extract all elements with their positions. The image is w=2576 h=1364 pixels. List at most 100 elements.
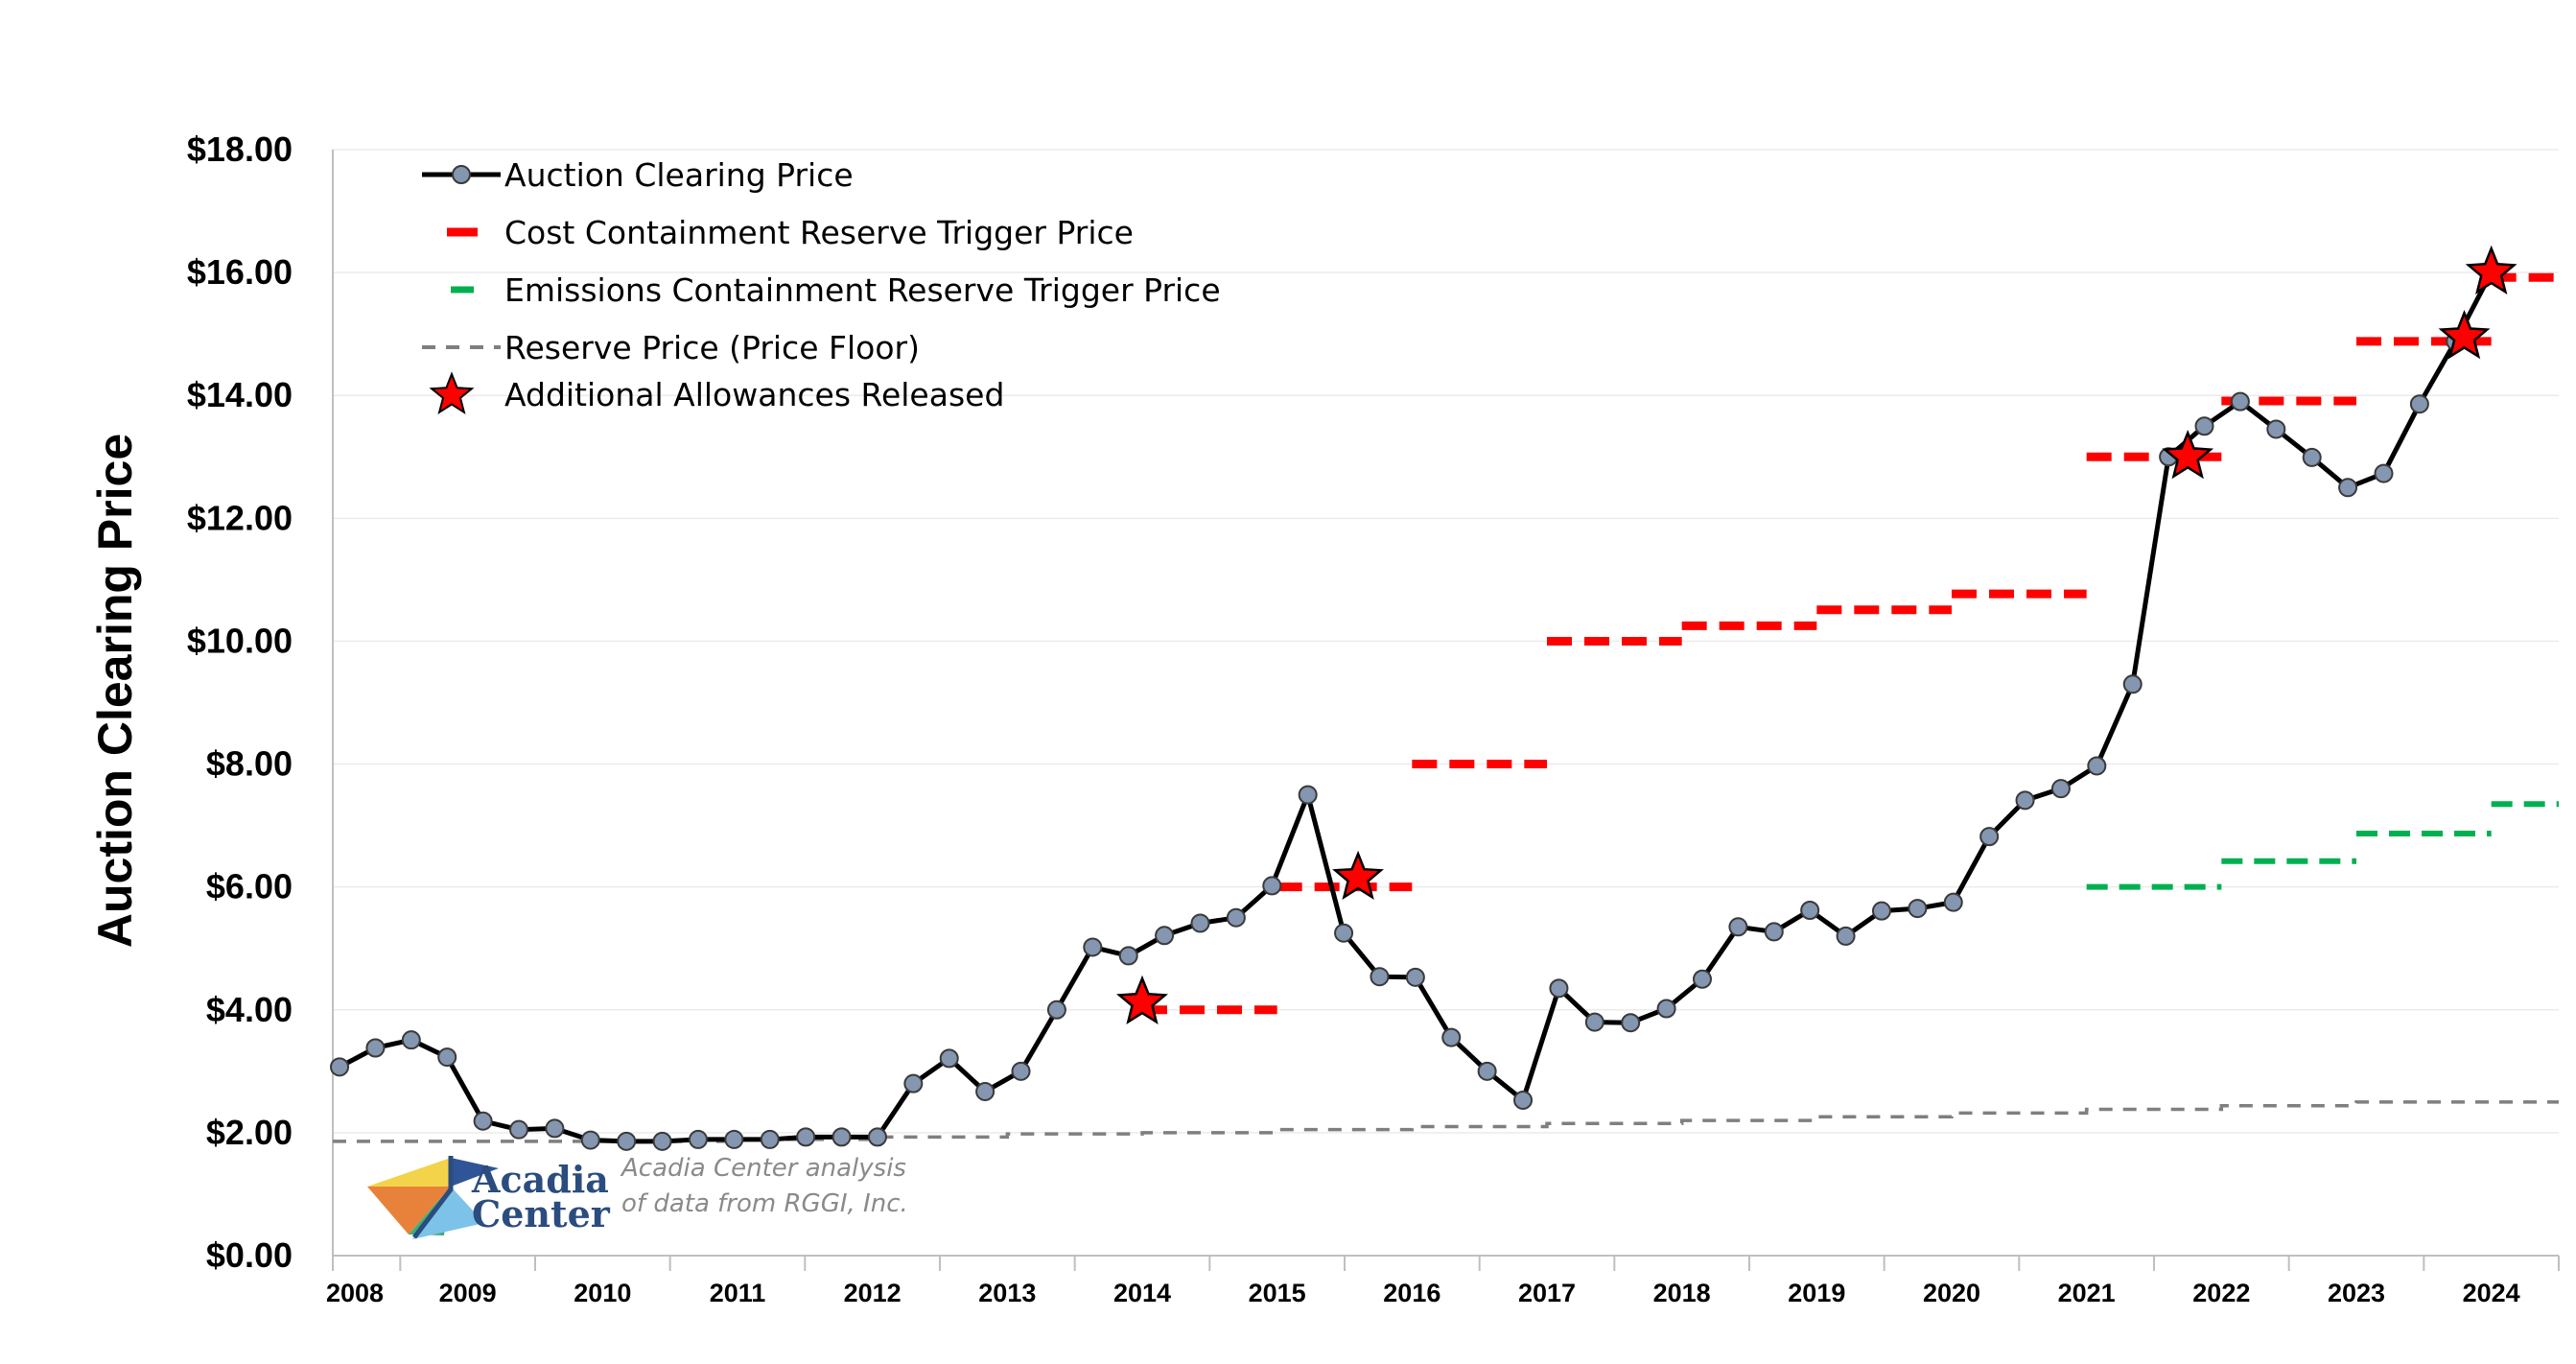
acp-point	[652, 1131, 672, 1151]
gridlines	[333, 149, 2559, 1134]
acp-point	[2015, 790, 2035, 811]
logo-line-2: Center	[472, 1192, 611, 1235]
acp-point	[401, 1030, 421, 1050]
ecr-trigger-series	[2086, 801, 2559, 890]
price-floor-series	[333, 1100, 2559, 1143]
x-tick-label: 2024	[2463, 1279, 2520, 1307]
y-axis-label: Auction Clearing Price	[88, 434, 142, 948]
acp-point	[1262, 876, 1282, 896]
x-tick-label: 2011	[710, 1279, 766, 1307]
acp-point	[796, 1127, 816, 1147]
acp-point	[2409, 394, 2429, 414]
acp-point	[1405, 967, 1425, 987]
axes	[332, 150, 2560, 1271]
acp-point	[2338, 478, 2358, 498]
credit-note-line-2: of data from RGGI, Inc.	[621, 1189, 908, 1218]
acp-point	[1190, 913, 1210, 933]
x-tick-label: 2009	[439, 1279, 497, 1307]
x-tick-label: 2021	[2058, 1279, 2116, 1307]
acp-point	[2374, 463, 2394, 483]
acp-point	[1477, 1061, 1497, 1081]
x-tick-label: 2012	[844, 1279, 902, 1307]
y-tick-label: $4.00	[206, 990, 293, 1029]
auction-clearing-price-series	[330, 263, 2501, 1151]
acp-point	[1908, 899, 1928, 919]
y-tick-label: $2.00	[206, 1113, 293, 1152]
legend-ecr-label: Emissions Containment Reserve Trigger Pr…	[504, 271, 1221, 309]
x-tick-label: 2015	[1249, 1279, 1306, 1307]
acp-point	[1370, 967, 1390, 987]
acp-point	[2266, 419, 2286, 439]
price-floor-line	[333, 1100, 2559, 1143]
y-tick-label: $14.00	[187, 375, 293, 414]
credit-note-line-1: Acadia Center analysis	[620, 1154, 906, 1183]
acp-point	[1083, 937, 1103, 957]
acp-point	[2302, 447, 2322, 467]
x-tick-label: 2008	[326, 1279, 384, 1307]
y-tick-label: $0.00	[206, 1235, 293, 1275]
acp-point	[330, 1057, 350, 1077]
acp-point	[724, 1129, 744, 1149]
acp-point	[1764, 922, 1784, 942]
acp-point	[1871, 901, 1891, 921]
x-tick-label: 2017	[1518, 1279, 1576, 1307]
acp-point	[939, 1048, 959, 1069]
allowance-release-star	[2465, 245, 2517, 295]
x-tick-label: 2010	[574, 1279, 631, 1307]
acp-point	[1836, 926, 1856, 946]
acp-point	[1728, 917, 1748, 937]
acp-point	[509, 1119, 529, 1140]
acp-point	[2087, 756, 2107, 776]
acp-point	[867, 1127, 887, 1147]
acp-point	[1621, 1013, 1641, 1033]
allowance-release-star	[1332, 850, 1384, 901]
acp-point	[688, 1129, 708, 1149]
acp-point	[437, 1047, 457, 1068]
acp-point	[2230, 391, 2250, 412]
acp-point	[1584, 1012, 1604, 1032]
acadia-center-credit: Acadia Center Acadia Center analysis of …	[367, 1154, 908, 1239]
acp-point	[760, 1129, 780, 1149]
legend-floor-label: Reserve Price (Price Floor)	[504, 329, 920, 366]
acp-point	[1298, 785, 1318, 805]
ccr-trigger-series	[1142, 272, 2559, 1015]
acp-point	[975, 1081, 995, 1101]
acp-point	[580, 1130, 600, 1150]
legend-acp-marker	[452, 165, 471, 184]
y-tick-label: $12.00	[187, 498, 293, 537]
legend-star-label: Additional Allowances Released	[504, 376, 1004, 413]
acp-point	[1046, 999, 1066, 1020]
acp-point	[1979, 827, 2000, 847]
acp-point	[1693, 969, 1713, 989]
acp-point	[617, 1131, 637, 1151]
acp-point	[545, 1118, 565, 1139]
allowance-release-stars	[1116, 245, 2517, 1025]
logo-line-1: Acadia	[471, 1158, 609, 1201]
acp-point	[1118, 946, 1138, 966]
y-tick-label: $8.00	[206, 744, 293, 784]
allowance-release-star	[2162, 429, 2214, 480]
acp-point	[1513, 1090, 1534, 1110]
x-tick-label: 2019	[1788, 1279, 1845, 1307]
legend: Auction Clearing Price Cost Containment …	[422, 156, 1221, 415]
x-tick-label: 2022	[2192, 1279, 2250, 1307]
acp-point	[903, 1073, 924, 1094]
allowance-release-star	[2438, 310, 2491, 360]
acp-point	[1656, 999, 1676, 1019]
acp-point	[1226, 907, 1246, 928]
acp-point	[1800, 901, 1820, 921]
x-tick-label: 2020	[1923, 1279, 1980, 1307]
x-tick-label: 2014	[1113, 1279, 1171, 1307]
x-tick-label: 2023	[2328, 1279, 2385, 1307]
acp-point	[1441, 1027, 1462, 1047]
allowance-release-star	[1116, 975, 1168, 1025]
acp-point	[365, 1038, 386, 1058]
acadia-logo-icon	[367, 1156, 499, 1239]
x-tick-label: 2013	[978, 1279, 1036, 1307]
y-tick-label: $16.00	[187, 252, 293, 292]
x-tick-label: 2016	[1383, 1279, 1440, 1307]
legend-acp-label: Auction Clearing Price	[504, 156, 854, 194]
acp-point	[831, 1127, 852, 1147]
acp-point	[1549, 978, 1569, 999]
